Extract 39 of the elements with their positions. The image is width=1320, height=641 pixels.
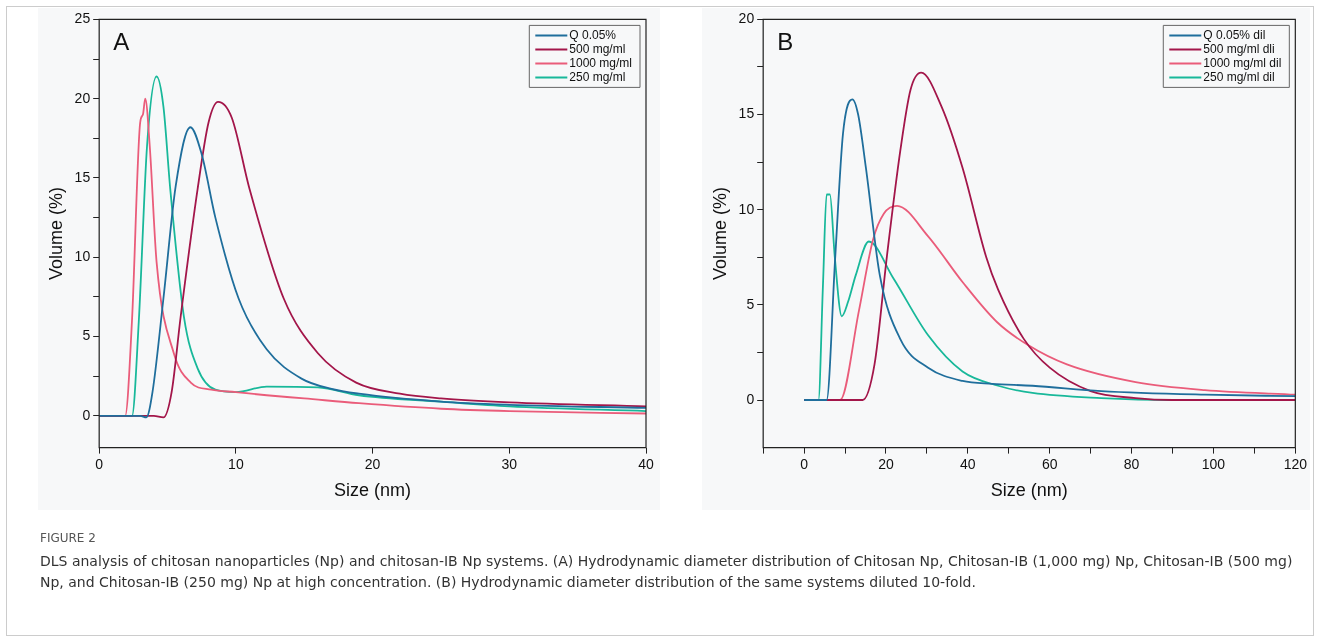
x-tick-label: 0: [800, 455, 809, 472]
x-tick-label: 120: [1283, 455, 1308, 472]
x-tick-label: 60: [1041, 455, 1058, 472]
y-tick-label: 15: [738, 105, 755, 122]
y-tick-label: 25: [74, 10, 91, 27]
x-axis-title: Size (nm): [334, 480, 412, 501]
y-tick-label: 0: [82, 406, 91, 423]
x-tick-label: 10: [228, 455, 244, 472]
annotation: B: [777, 28, 794, 56]
legend-label: Q 0.05%: [569, 27, 617, 42]
y-tick-label: 10: [738, 200, 755, 217]
y-tick-label: 15: [74, 168, 91, 185]
x-tick-label: 80: [1123, 455, 1140, 472]
legend-label: 500 mg/ml dli: [1203, 41, 1275, 56]
y-tick-label: 5: [746, 295, 755, 312]
legend-label: 250 mg/ml: [569, 69, 626, 84]
y-tick-label: 20: [74, 89, 91, 106]
x-tick-label: 0: [95, 455, 104, 472]
y-tick-label: 5: [82, 327, 91, 344]
y-tick-label: 0: [746, 390, 755, 407]
annotation: A: [113, 28, 130, 56]
y-axis-title: Volume (%): [45, 186, 66, 281]
y-tick-label: 10: [74, 248, 91, 265]
caption: FIGURE 2: [40, 530, 97, 547]
x-tick-label: 40: [960, 455, 976, 472]
legend-label: 250 mg/ml dil: [1203, 69, 1275, 84]
legend-label: 1000 mg/ml dil: [1203, 55, 1282, 70]
y-tick-label: 20: [738, 10, 755, 27]
x-tick-label: 100: [1201, 455, 1226, 472]
x-tick-label: 40: [638, 455, 654, 472]
legend-label: Q 0.05% dil: [1203, 27, 1266, 42]
x-axis-title: Size (nm): [990, 480, 1068, 501]
legend-label: 500 mg/ml: [569, 41, 626, 56]
x-tick-label: 20: [364, 455, 381, 472]
legend-label: 1000 mg/ml: [569, 55, 633, 70]
x-tick-label: 30: [501, 455, 518, 472]
x-tick-label: 20: [878, 455, 894, 472]
text: DLS analysis of chitosan nanoparticles (Np) and chitosan-IB Np systems. (A) Hydrodynamic diameter distribution of Chitosan Np, Chitosan-IB (1,000 mg) Np, Chitosan-IB (500 mg) Np, and Chitosan-IB (250 mg) Np at high concentration. (B) Hydrodynamic diameter distribution of the same systems diluted 10-fold.: [40, 552, 1294, 592]
y-axis-title: Volume (%): [709, 186, 730, 281]
